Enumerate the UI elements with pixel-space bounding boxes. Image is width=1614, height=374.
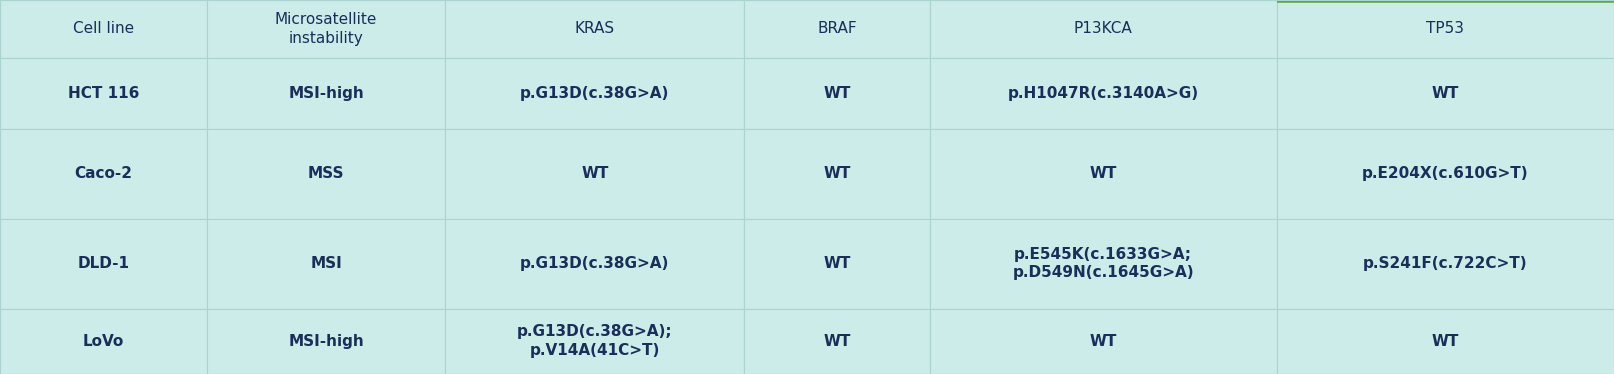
Text: p.G13D(c.38G>A);
p.V14A(41C>T): p.G13D(c.38G>A); p.V14A(41C>T) — [516, 325, 673, 358]
Text: WT: WT — [823, 256, 851, 271]
Text: DLD-1: DLD-1 — [77, 256, 129, 271]
Bar — [0, 309, 207, 374]
Bar — [445, 129, 744, 219]
Bar — [930, 219, 1277, 309]
Text: Microsatellite
instability: Microsatellite instability — [274, 12, 378, 46]
Bar — [0, 0, 207, 58]
Bar — [0, 219, 207, 309]
Text: p.H1047R(c.3140A>G): p.H1047R(c.3140A>G) — [1007, 86, 1199, 101]
Text: MSS: MSS — [308, 166, 344, 181]
Bar — [207, 309, 445, 374]
Bar — [744, 0, 930, 58]
Bar — [1277, 58, 1614, 129]
Bar — [1277, 219, 1614, 309]
Bar — [445, 58, 744, 129]
Bar — [930, 0, 1277, 58]
Text: WT: WT — [823, 166, 851, 181]
Bar — [930, 129, 1277, 219]
Text: TP53: TP53 — [1427, 21, 1464, 37]
Text: MSI: MSI — [310, 256, 342, 271]
Text: WT: WT — [1089, 334, 1117, 349]
Text: p.E545K(c.1633G>A;
p.D549N(c.1645G>A): p.E545K(c.1633G>A; p.D549N(c.1645G>A) — [1012, 247, 1194, 280]
Text: BRAF: BRAF — [817, 21, 857, 37]
Text: P13KCA: P13KCA — [1073, 21, 1133, 37]
Bar — [1277, 309, 1614, 374]
Text: WT: WT — [1432, 86, 1459, 101]
Text: MSI-high: MSI-high — [289, 86, 363, 101]
Text: Cell line: Cell line — [73, 21, 134, 37]
Bar — [207, 58, 445, 129]
Bar — [207, 219, 445, 309]
Text: WT: WT — [823, 86, 851, 101]
Bar — [207, 129, 445, 219]
Bar — [744, 309, 930, 374]
Bar — [0, 58, 207, 129]
Text: p.E204X(c.610G>T): p.E204X(c.610G>T) — [1362, 166, 1528, 181]
Text: p.G13D(c.38G>A): p.G13D(c.38G>A) — [520, 86, 670, 101]
Bar — [445, 0, 744, 58]
Text: Caco-2: Caco-2 — [74, 166, 132, 181]
Text: WT: WT — [1432, 334, 1459, 349]
Text: KRAS: KRAS — [575, 21, 615, 37]
Text: MSI-high: MSI-high — [289, 334, 363, 349]
Text: WT: WT — [1089, 166, 1117, 181]
Text: HCT 116: HCT 116 — [68, 86, 139, 101]
Text: WT: WT — [581, 166, 608, 181]
Bar — [930, 58, 1277, 129]
Bar — [744, 129, 930, 219]
Bar — [744, 58, 930, 129]
Bar — [1277, 0, 1614, 58]
Bar — [207, 0, 445, 58]
Text: LoVo: LoVo — [82, 334, 124, 349]
Bar — [445, 219, 744, 309]
Bar — [1277, 129, 1614, 219]
Text: p.S241F(c.722C>T): p.S241F(c.722C>T) — [1364, 256, 1527, 271]
Bar — [744, 219, 930, 309]
Bar — [445, 309, 744, 374]
Bar — [0, 129, 207, 219]
Text: p.G13D(c.38G>A): p.G13D(c.38G>A) — [520, 256, 670, 271]
Bar — [930, 309, 1277, 374]
Text: WT: WT — [823, 334, 851, 349]
